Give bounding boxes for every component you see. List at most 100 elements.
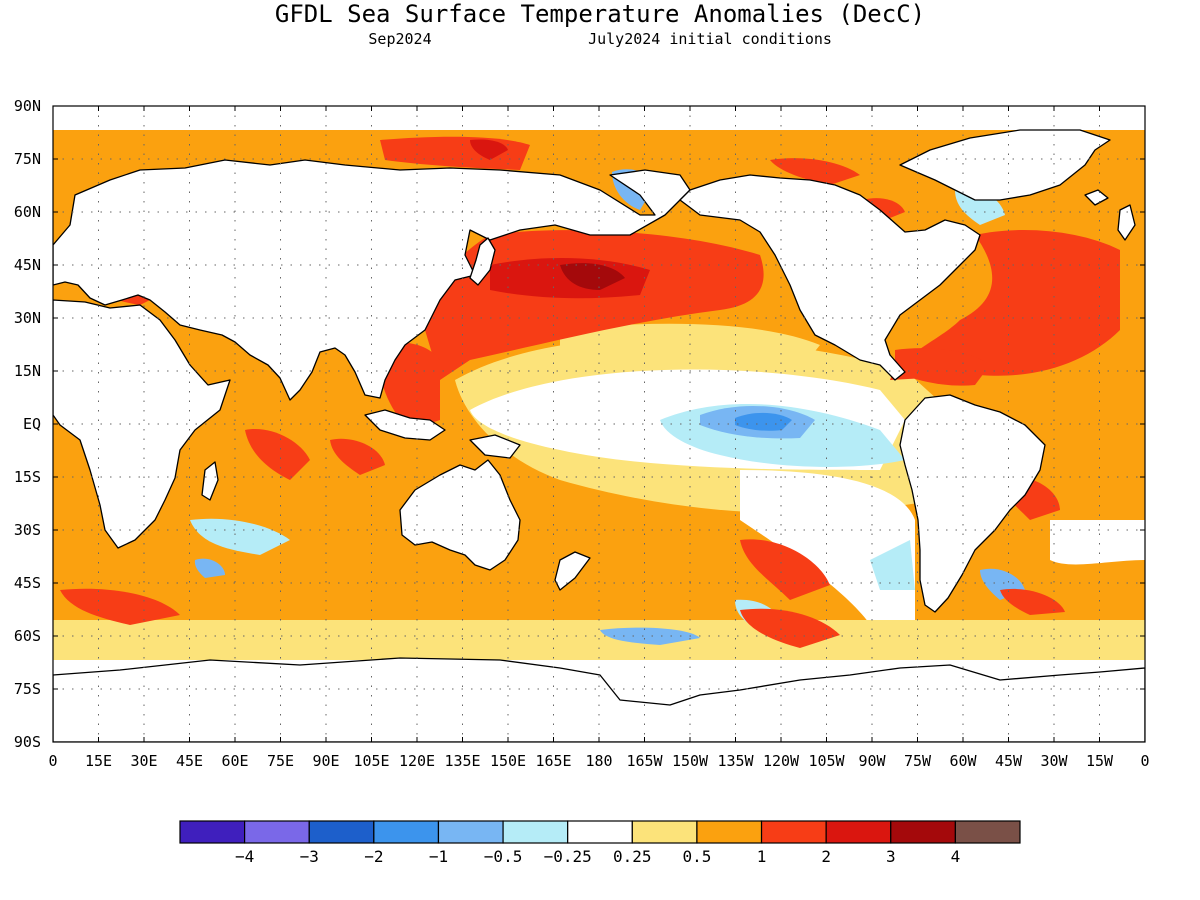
lon-label: 105W: [808, 752, 845, 770]
initial-conditions-label: July2024 initial conditions: [588, 30, 832, 48]
southeast-pacific-white: [740, 470, 915, 640]
colorbar-swatch: [373, 820, 440, 844]
lon-label: 105E: [353, 752, 389, 770]
southern-ocean-yellow: [53, 620, 1145, 660]
south-pacific-warm-2: [740, 608, 840, 648]
gulf-of-alaska-warm: [770, 158, 860, 185]
caribbean-warm: [895, 348, 990, 386]
madagascar: [201, 461, 219, 501]
colorbar-label: −0.5: [484, 847, 523, 866]
lat-label: 60S: [14, 627, 41, 645]
lat-label: 15S: [14, 468, 41, 486]
lat-label: 75N: [14, 150, 41, 168]
lon-label: 150W: [672, 752, 709, 770]
north-atlantic-warm: [890, 230, 1120, 380]
lat-label: 60N: [14, 203, 41, 221]
new-guinea: [469, 434, 521, 459]
lon-label: 0: [48, 752, 57, 770]
lon-label: 90E: [312, 752, 339, 770]
lon-label: 180: [585, 752, 612, 770]
colorbar-label: 1: [757, 847, 767, 866]
colorbar-label: 2: [821, 847, 831, 866]
colorbar-swatch: [179, 820, 246, 844]
lat-label: 75S: [14, 680, 41, 698]
british-isles: [1117, 204, 1136, 241]
colorbar-swatches: [179, 820, 1021, 844]
colorbar-swatch: [825, 820, 892, 844]
colorbar-label: 3: [886, 847, 896, 866]
lon-label: 90W: [858, 752, 886, 770]
lon-label: 60E: [221, 752, 248, 770]
colorbar-swatch: [631, 820, 698, 844]
north-america-landmass: [679, 174, 981, 381]
sumatra-borneo: [364, 409, 446, 441]
lon-label: 15E: [85, 752, 112, 770]
equatorial-pacific-cool-core: [735, 412, 792, 431]
lon-label: 135E: [444, 752, 480, 770]
latitude-labels: 90N 75N 60N 45N 30N 15N EQ 15S 30S 45S 60S 75S 90S: [14, 97, 41, 751]
south-atlantic-warm: [1000, 588, 1065, 615]
lat-label: 45N: [14, 256, 41, 274]
iceland: [1084, 189, 1109, 206]
lon-label: 135W: [717, 752, 754, 770]
africa-landmass: [53, 299, 231, 549]
australia-landmass: [399, 459, 521, 571]
indian-ocean-warm-2: [330, 438, 385, 475]
colorbar-swatch: [502, 820, 569, 844]
lon-label: 60W: [949, 752, 977, 770]
colorbar-swatch: [954, 820, 1021, 844]
lon-label: 75E: [267, 752, 294, 770]
colorbar-label: −3: [300, 847, 319, 866]
colorbar-label: 4: [951, 847, 961, 866]
lat-label: EQ: [23, 415, 41, 433]
colorbar-swatch: [890, 820, 956, 844]
lon-label: 45W: [995, 752, 1023, 770]
colorbar: −4 −3 −2 −1 −0.5 −0.25 0.25 0.5 1 2 3 4: [179, 820, 1021, 866]
lat-label: 45S: [14, 574, 41, 592]
graticule: [53, 106, 1145, 742]
peru-coast-cool: [870, 540, 915, 590]
southern-indian-cool-1: [190, 518, 290, 555]
antarctica-landmass: [53, 657, 1145, 742]
south-atlantic-white: [1050, 520, 1145, 565]
colorbar-label: 0.25: [613, 847, 652, 866]
axis-ticks: [52, 105, 1146, 743]
lon-label: 45E: [176, 752, 203, 770]
lon-label: 30W: [1040, 752, 1068, 770]
sst-field: [53, 106, 1145, 742]
lon-label: 150E: [490, 752, 526, 770]
eurasia-landmass: [53, 159, 691, 401]
lon-label: 165W: [626, 752, 663, 770]
lon-label: 165E: [535, 752, 571, 770]
lon-label: 15W: [1086, 752, 1114, 770]
subtropical-pacific-yellow: [560, 323, 820, 370]
lon-label: 120E: [399, 752, 435, 770]
lon-label: 75W: [904, 752, 932, 770]
colorbar-label: −4: [235, 847, 254, 866]
colorbar-swatch: [567, 820, 633, 844]
greenland-landmass: [899, 129, 1111, 201]
lat-label: 15N: [14, 362, 41, 380]
northeast-pacific-peak: [560, 263, 625, 290]
valid-month-label: Sep2024: [368, 30, 431, 48]
lat-label: 30N: [14, 309, 41, 327]
southern-ocean-cool-1: [600, 627, 700, 645]
southern-indian-cool-2: [194, 558, 225, 578]
southern-indian-warm: [60, 588, 180, 625]
colorbar-label: −0.25: [544, 847, 592, 866]
colorbar-label: −2: [364, 847, 383, 866]
colorbar-labels: −4 −3 −2 −1 −0.5 −0.25 0.25 0.5 1 2 3 4: [235, 847, 960, 866]
indian-ocean-warm-1: [245, 429, 310, 480]
lat-label: 90N: [14, 97, 41, 115]
japan: [469, 237, 496, 286]
lon-label: 30E: [130, 752, 157, 770]
page-title: GFDL Sea Surface Temperature Anomalies (…: [275, 0, 925, 28]
map-panel: 90N 75N 60N 45N 30N 15N EQ 15S 30S 45S 60S 75S 90S 0…: [14, 97, 1150, 770]
colorbar-swatch: [308, 820, 375, 844]
arctic-warm-core: [470, 139, 508, 160]
longitude-labels: 0 15E 30E 45E 60E 75E 90E 105E 120E 135E 150E 165E 1…: [48, 752, 1149, 770]
lon-label: 0: [1140, 752, 1149, 770]
hudson-bay-warm: [862, 198, 905, 220]
colorbar-swatch: [760, 820, 827, 844]
